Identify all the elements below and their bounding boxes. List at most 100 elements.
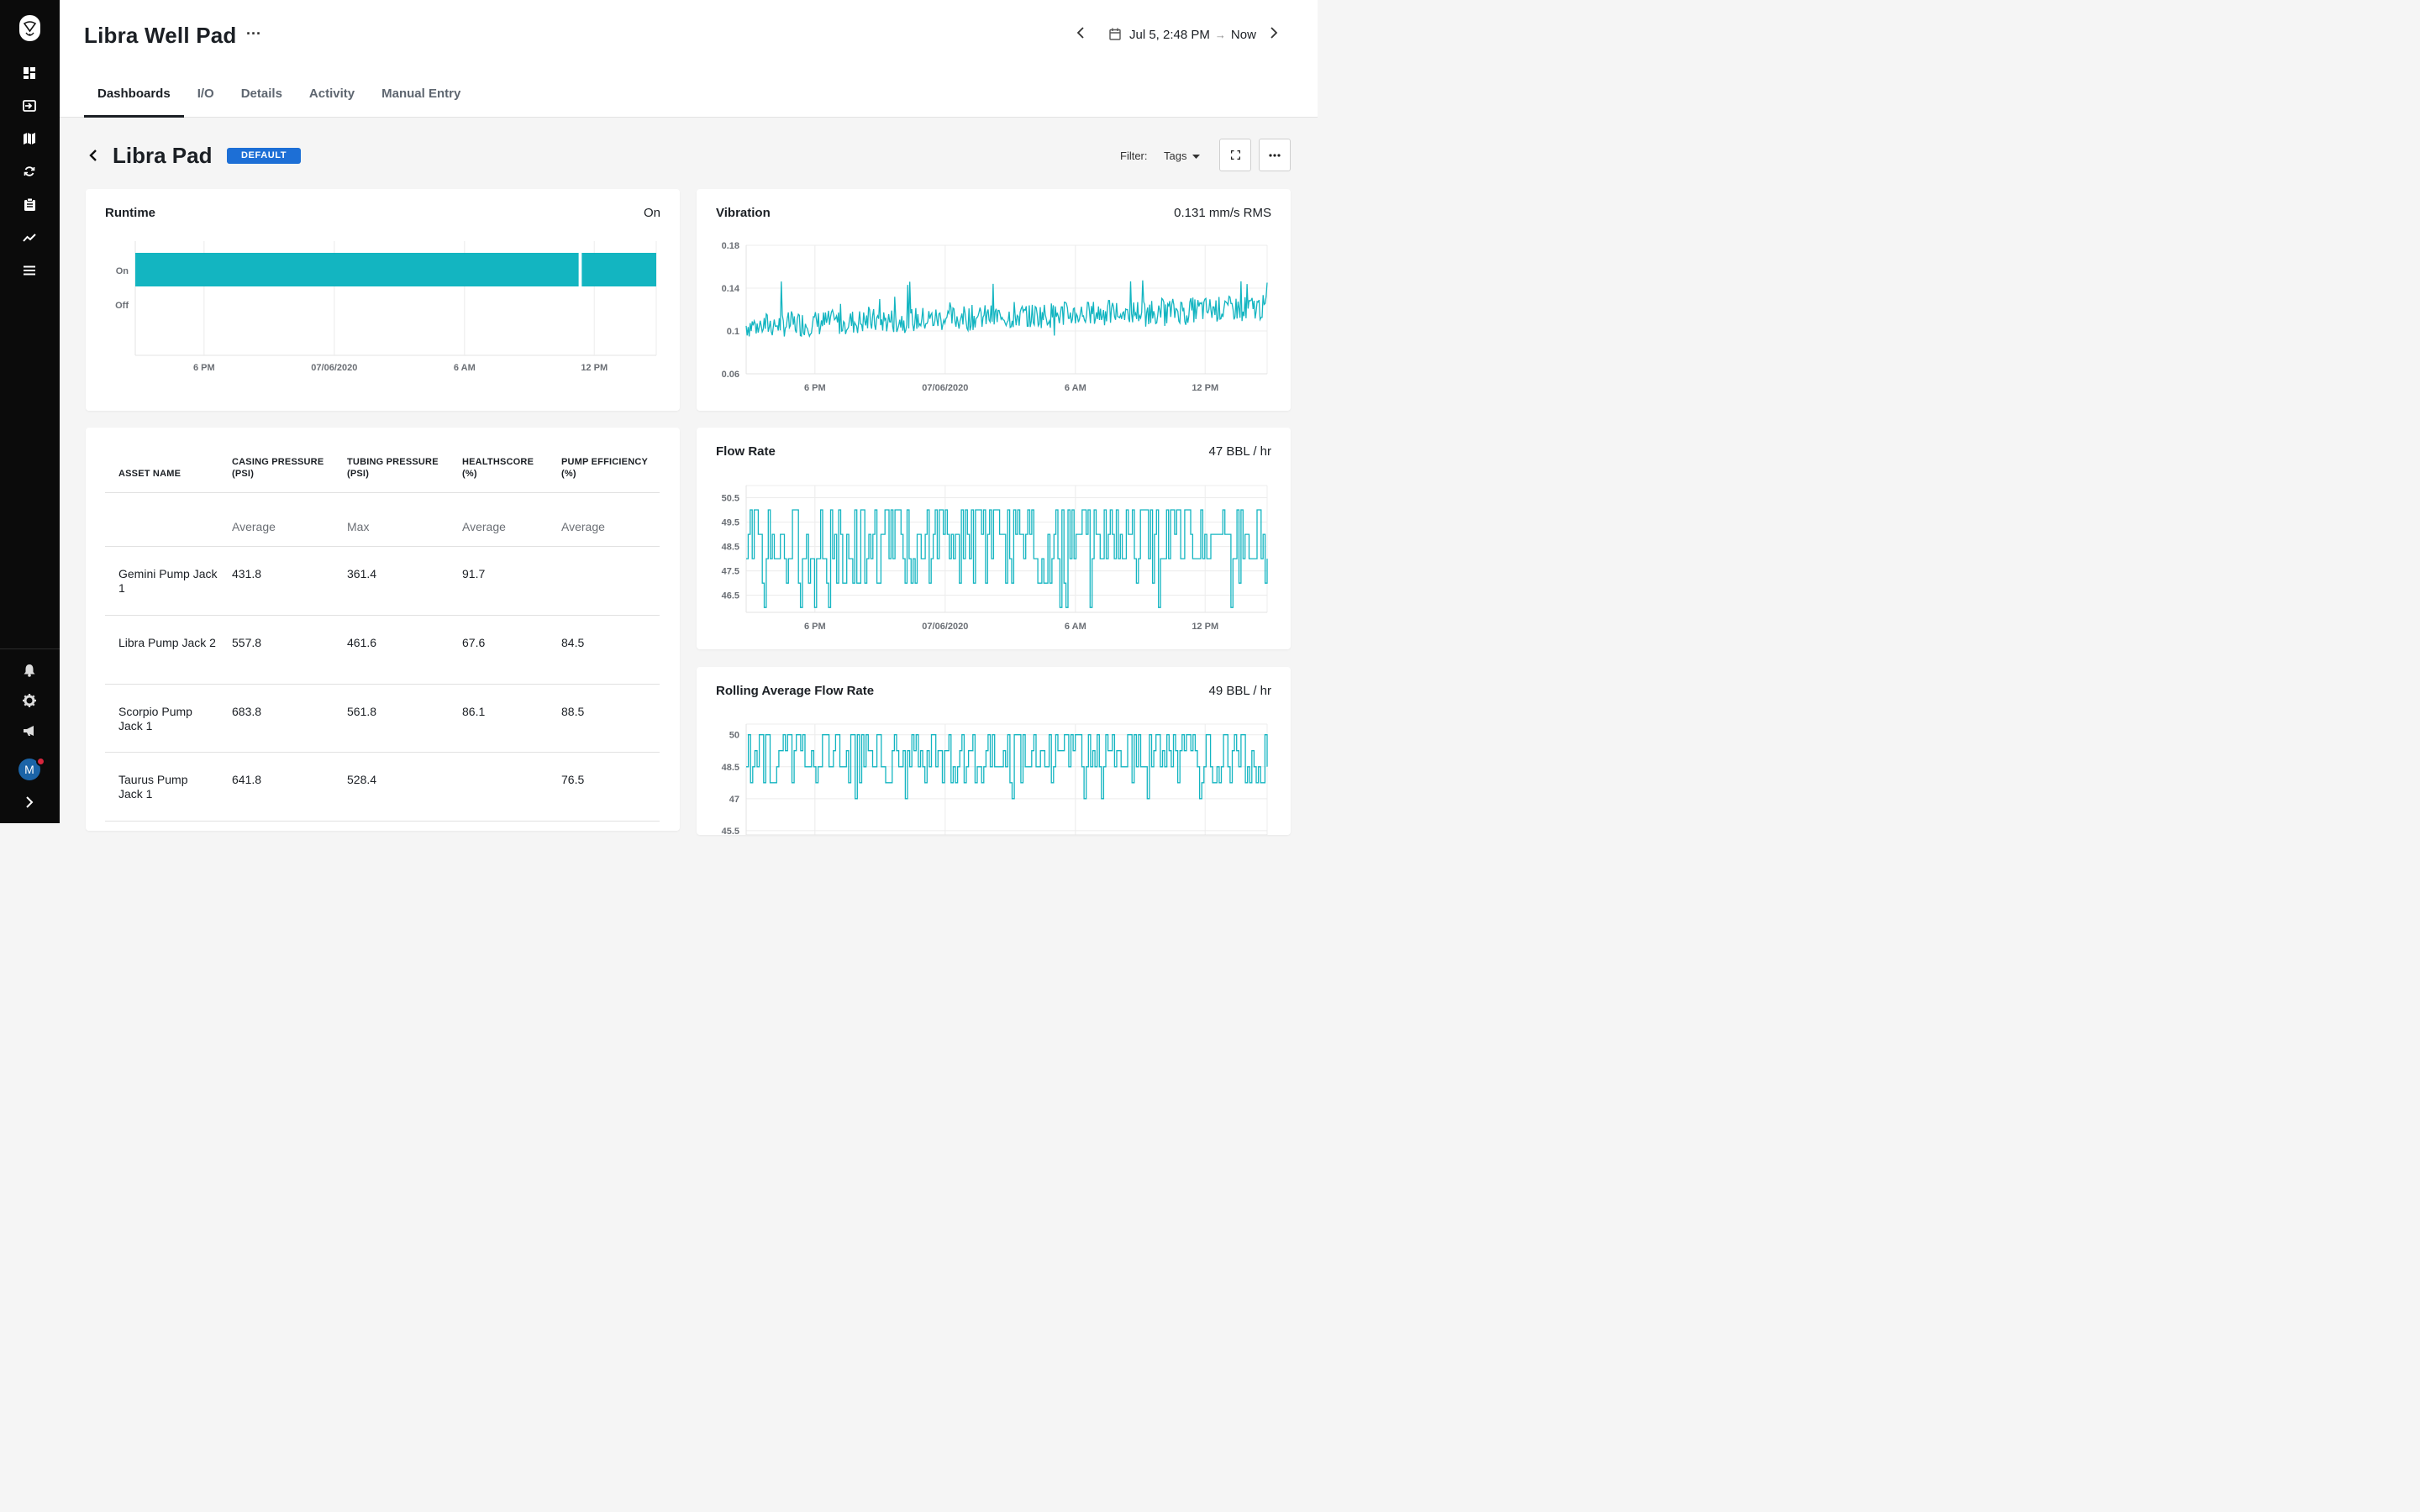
cell-tubing: 528.4 (347, 773, 377, 786)
io-icon[interactable] (22, 98, 37, 113)
dashboard-icon[interactable] (22, 66, 37, 81)
fullscreen-button[interactable] (1219, 139, 1251, 171)
date-range-picker[interactable]: Jul 5, 2:48 PM → Now (1129, 28, 1256, 42)
default-badge: DEFAULT (227, 148, 302, 164)
date-end: Now (1230, 28, 1256, 42)
vibration-value: 0.131 mm/s RMS (1174, 206, 1271, 220)
filter-tags-dropdown[interactable]: Tags (1164, 150, 1201, 162)
cell-asset-name[interactable]: Scorpio Pump Jack 1 (118, 705, 192, 732)
y-tick-label: 0.1 (727, 327, 739, 337)
y-tick-label: 45.5 (722, 827, 739, 835)
megaphone-icon[interactable] (22, 723, 37, 738)
cell-asset-name[interactable]: Taurus Pump Jack 1 (118, 773, 188, 801)
y-tick-label: 46.5 (722, 591, 739, 601)
col-header-tubing-pressure[interactable]: TUBING PRESSURE (PSI) (347, 457, 439, 479)
menu-icon[interactable] (22, 263, 37, 278)
runtime-bar (581, 253, 656, 286)
flow-rate-title: Flow Rate (716, 444, 776, 459)
clipboard-icon[interactable] (22, 197, 37, 212)
runtime-value: On (643, 206, 660, 220)
series-step-line (746, 509, 1268, 608)
filter-value: Tags (1164, 150, 1187, 162)
map-icon[interactable] (22, 131, 37, 146)
vibration-title: Vibration (716, 206, 771, 220)
tab-activity[interactable]: Activity (308, 87, 355, 101)
x-tick-label: 07/06/2020 (922, 622, 968, 632)
asset-table-card: ASSET NAME CASING PRESSURE (PSI) TUBING … (86, 428, 680, 831)
chevron-right-icon (1270, 27, 1278, 39)
flow-rate-card: Flow Rate 47 BBL / hr 50.5 49.5 48.5 47.5 46… (697, 428, 1291, 649)
runtime-card: Runtime On 6 PM 07/06/2020 6 AM 12 PM On Off (86, 189, 680, 411)
vibration-card: Vibration 0.131 mm/s RMS 0.18 0.14 0.1 0.06… (697, 189, 1291, 411)
caret-down-icon (1192, 155, 1201, 159)
title-more-button[interactable]: ··· (246, 25, 261, 42)
x-tick-label: 12 PM (581, 363, 608, 373)
vibration-series-line (745, 280, 1268, 339)
col-header-healthscore[interactable]: HEALTHSCORE (%) (462, 457, 534, 479)
x-tick-label: 07/06/2020 (311, 363, 357, 373)
y-category-label: Off (115, 301, 129, 311)
x-tick-label: 6 PM (193, 363, 215, 373)
col-header-pump-efficiency[interactable]: PUMP EFFICIENCY (%) (561, 457, 648, 479)
logo-icon[interactable] (19, 15, 40, 41)
cell-efficiency: 76.5 (561, 773, 585, 786)
expand-icon (1230, 150, 1240, 160)
x-tick-label: 6 AM (1065, 622, 1086, 632)
y-tick-label: 50 (729, 731, 739, 741)
y-tick-label: 50.5 (722, 494, 739, 504)
x-tick-label: 6 PM (804, 622, 826, 632)
cell-efficiency: 84.5 (561, 636, 585, 649)
y-tick-label: 48.5 (722, 763, 739, 773)
x-tick-label: 12 PM (1192, 622, 1218, 632)
tab-details[interactable]: Details (240, 87, 282, 101)
runtime-title: Runtime (105, 206, 155, 220)
cell-health: 91.7 (462, 567, 486, 580)
bell-icon[interactable] (22, 663, 37, 678)
x-tick-label: 12 PM (1192, 383, 1218, 393)
cell-asset-name[interactable]: Libra Pump Jack 2 (118, 636, 216, 649)
y-tick-label: 0.14 (722, 284, 740, 294)
tab-io[interactable]: I/O (197, 87, 214, 101)
table-divider (105, 546, 660, 547)
y-tick-label: 0.06 (722, 370, 739, 380)
date-start: Jul 5, 2:48 PM (1129, 28, 1210, 42)
y-category-label: On (116, 266, 129, 276)
cell-casing: 641.8 (232, 773, 262, 786)
sidebar-divider (0, 648, 60, 649)
chevron-right-icon[interactable] (22, 795, 37, 810)
cell-casing: 431.8 (232, 567, 262, 580)
gear-icon[interactable] (22, 693, 37, 708)
sync-icon[interactable] (22, 164, 37, 179)
date-next-button[interactable] (1270, 25, 1278, 45)
calendar-icon[interactable] (1109, 28, 1121, 45)
y-tick-label: 47.5 (722, 567, 739, 577)
y-tick-label: 49.5 (722, 518, 739, 528)
tab-bar: Dashboards I/O Details Activity Manual E… (84, 77, 474, 118)
table-divider (105, 492, 660, 493)
filter-label: Filter: (1120, 150, 1148, 162)
cell-asset-name[interactable]: Gemini Pump Jack 1 (118, 567, 218, 595)
table-divider (105, 752, 660, 753)
page-header: Libra Well Pad ··· Jul 5, 2:48 PM → Now … (60, 0, 1318, 118)
cell-efficiency: 88.5 (561, 705, 585, 718)
date-arrow-icon: → (1214, 29, 1226, 41)
date-prev-button[interactable] (1076, 25, 1085, 45)
tab-manual-entry[interactable]: Manual Entry (381, 87, 461, 101)
chevron-left-icon (1076, 27, 1084, 39)
back-button[interactable] (89, 148, 97, 167)
trend-icon[interactable] (22, 230, 37, 245)
table-divider (105, 684, 660, 685)
cell-casing: 683.8 (232, 705, 262, 718)
col-header-casing-pressure[interactable]: CASING PRESSURE (PSI) (232, 457, 324, 479)
flow-rate-value: 47 BBL / hr (1208, 444, 1272, 459)
chevron-left-icon (89, 150, 97, 161)
x-tick-label: 6 AM (1065, 383, 1086, 393)
runtime-bar (135, 253, 579, 286)
cell-health: 67.6 (462, 636, 486, 649)
col-header-asset-name[interactable]: ASSET NAME (118, 469, 182, 479)
sidebar: M (0, 0, 60, 823)
tab-dashboards[interactable]: Dashboards (84, 77, 184, 118)
dashboard-more-button[interactable] (1259, 139, 1291, 171)
cell-tubing: 361.4 (347, 567, 377, 580)
dashboard-title: Libra Pad (113, 143, 213, 168)
